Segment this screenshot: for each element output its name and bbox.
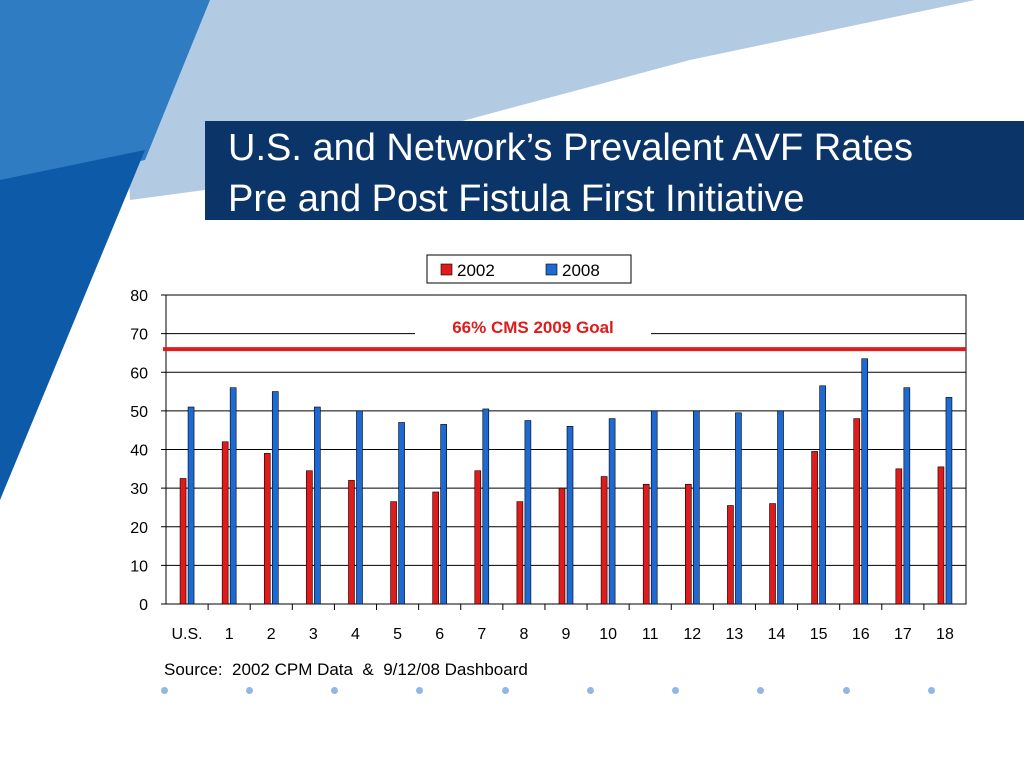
bar-2008: [903, 387, 911, 605]
legend-swatch-2008: [545, 263, 558, 276]
bar-2002: [263, 453, 271, 605]
bar-2008: [187, 406, 195, 605]
bar-2002: [600, 476, 608, 605]
bullet-dot: [757, 687, 764, 694]
bar-2002: [895, 468, 903, 605]
x-tick-label: 12: [683, 626, 701, 643]
bar-2008: [608, 418, 616, 605]
bar-2008: [314, 406, 321, 605]
bar-2008: [650, 410, 658, 605]
legend-box: [426, 254, 632, 284]
bullet-dot: [928, 687, 935, 694]
bar-2008: [945, 397, 953, 605]
x-tick-label: 7: [477, 626, 486, 643]
x-tick-label: 5: [393, 626, 402, 643]
legend-label-2002: 2002: [457, 261, 495, 280]
bar-2008: [440, 424, 447, 605]
y-tick-label: 50: [130, 404, 148, 421]
bullet-dot: [331, 687, 338, 694]
y-tick-label: 70: [130, 327, 148, 344]
bar-2002: [727, 505, 734, 605]
x-tick-label: 10: [599, 626, 617, 643]
x-tick-label: 9: [562, 626, 571, 643]
bullet-dot: [161, 687, 168, 694]
bullet-dot: [502, 687, 509, 694]
bar-2008: [524, 420, 532, 605]
bar-2002: [348, 480, 355, 605]
y-tick-label: 20: [130, 520, 148, 537]
x-tick-label: 4: [351, 626, 360, 643]
x-tick-label: 16: [852, 626, 870, 643]
x-tick-label: 17: [894, 626, 912, 643]
bar-2008: [735, 412, 742, 605]
x-tick-label: 13: [726, 626, 744, 643]
bar-2008: [271, 391, 279, 605]
bar-2008: [693, 410, 700, 605]
bullet-dot: [843, 687, 850, 694]
x-tick-label: 2: [267, 626, 276, 643]
bar-2002: [179, 478, 187, 605]
bar-2008: [229, 387, 237, 605]
x-tick-label: 11: [642, 626, 659, 643]
x-tick-label: 14: [768, 626, 786, 643]
bullet-dot: [672, 687, 679, 694]
bar-2002: [937, 466, 945, 605]
bar-2002: [390, 501, 397, 605]
bar-2008: [356, 410, 363, 605]
legend-label-2008: 2008: [562, 261, 600, 280]
bar-2002: [769, 503, 776, 605]
goal-label: 66% CMS 2009 Goal: [452, 318, 614, 337]
title-banner: [205, 121, 1024, 220]
source-note: Source: 2002 CPM Data & 9/12/08 Dashboar…: [164, 660, 528, 679]
bar-2002: [685, 483, 692, 605]
bar-2002: [221, 441, 229, 605]
bg-mid-stripe: [0, 0, 210, 190]
x-tick-label: 8: [519, 626, 528, 643]
bg-dark-stripe: [0, 150, 145, 500]
y-tick-label: 30: [130, 481, 148, 498]
x-tick-label: 15: [810, 626, 828, 643]
goal-label-background: [415, 312, 651, 340]
title-line-2: Pre and Post Fistula First Initiative: [228, 178, 805, 220]
y-tick-label: 40: [130, 443, 148, 460]
bullet-dot: [587, 687, 594, 694]
x-tick-label: 18: [936, 626, 954, 643]
bar-2002: [432, 491, 439, 605]
y-tick-label: 80: [130, 288, 148, 305]
x-tick-label: 6: [435, 626, 444, 643]
bar-2008: [777, 410, 784, 605]
x-tick-label: 3: [309, 626, 318, 643]
x-tick-label: U.S.: [171, 626, 202, 643]
bullet-dot: [246, 687, 253, 694]
bar-2002: [558, 487, 566, 605]
bar-2008: [398, 422, 405, 605]
bar-2008: [861, 358, 869, 605]
bar-2002: [306, 470, 313, 605]
title-line-1: U.S. and Network’s Prevalent AVF Rates: [228, 127, 914, 169]
bar-2002: [516, 501, 524, 605]
x-tick-label: 1: [225, 626, 234, 643]
bar-2008: [819, 385, 826, 605]
plot-frame: [165, 294, 967, 605]
bar-2002: [811, 451, 818, 605]
y-tick-label: 10: [130, 558, 148, 575]
legend-swatch-2002: [440, 263, 453, 276]
bullet-dot: [416, 687, 423, 694]
y-tick-label: 60: [130, 365, 148, 382]
bar-2002: [642, 483, 650, 605]
y-tick-label: 0: [139, 597, 148, 614]
bar-2008: [566, 426, 574, 605]
bar-2008: [482, 408, 490, 605]
bar-2002: [853, 418, 861, 605]
bar-2002: [474, 470, 482, 605]
